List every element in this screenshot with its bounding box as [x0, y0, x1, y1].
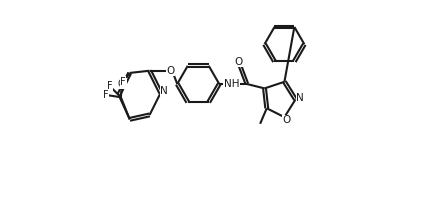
- Text: O: O: [234, 57, 242, 67]
- Text: NH: NH: [224, 79, 239, 89]
- Text: N: N: [160, 86, 168, 96]
- Text: F: F: [120, 77, 126, 87]
- Text: F: F: [107, 81, 113, 91]
- Text: O: O: [283, 115, 291, 126]
- Text: N: N: [296, 93, 304, 103]
- Text: Cl: Cl: [117, 79, 127, 89]
- Text: F: F: [103, 90, 108, 100]
- Text: O: O: [167, 66, 175, 76]
